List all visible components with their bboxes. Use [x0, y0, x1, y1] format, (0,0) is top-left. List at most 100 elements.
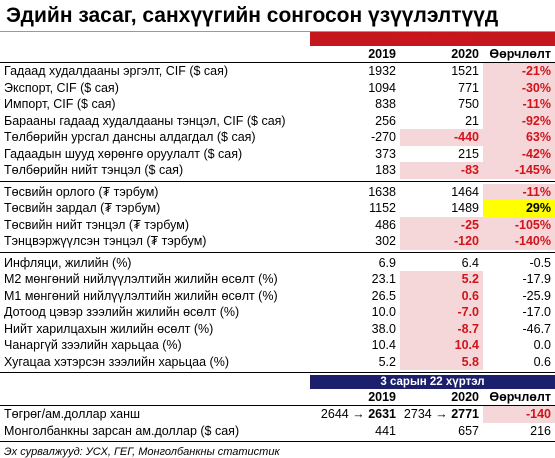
table-cell: 10.0 [310, 304, 400, 321]
table-cell: 215 [400, 146, 483, 163]
table-cell: 2734 → 2771 [400, 406, 483, 423]
cell-value: -440 [453, 130, 479, 144]
row-group: Төсвийн орлого (₮ тэрбум) 1638 1464 -11% Төс… [0, 183, 555, 253]
column-header-text: 2020 [451, 47, 479, 61]
cell-value: 256 [375, 113, 396, 128]
table-cell: 1094 [310, 80, 400, 97]
value-from: 2734 [403, 407, 432, 421]
table-cell: -7.0 [400, 304, 483, 321]
table-row: Төгрөг/ам.доллар ханш 2644 → 2631 2734 → 2… [0, 406, 555, 423]
table-cell: -11% [483, 96, 555, 113]
cell-value: 10.4 [371, 338, 396, 352]
column-header-text: 2019 [368, 390, 396, 404]
row-label: Хугацаа хэтэрсэн зээлийн харьцаа (%) [4, 354, 229, 369]
row-group: Инфляци, жилийн (%) 6.9 6.4 -0.5 М2 мөнгөний… [0, 255, 555, 373]
arrow: → [431, 407, 452, 421]
row-label: Төсвийн нийт тэнцэл (₮ тэрбум) [4, 217, 189, 232]
table-row: Экспорт, CIF ($ сая) 1094 771 -30% [0, 79, 555, 97]
cell-value: -83 [460, 163, 479, 177]
cell-value: 26.5 [371, 288, 396, 303]
table-cell: 1464 [400, 184, 483, 201]
table-row: Төсвийн орлого (₮ тэрбум) 1638 1464 -11% [0, 183, 555, 201]
cell-value: 10.4 [454, 338, 479, 352]
row-label: Төлбөрийн урсгал дансны алдагдал ($ сая) [4, 130, 256, 144]
table-cell: 256 [310, 113, 400, 130]
table-row: Хугацаа хэтэрсэн зээлийн харьцаа (%) 5.2 5… [0, 353, 555, 371]
cell-value: 183 [375, 163, 396, 177]
table-cell: 6.9 [310, 255, 400, 272]
row-group: Төгрөг/ам.доллар ханш 2644 → 2631 2734 → 2… [0, 406, 555, 442]
cell-value: -30% [521, 80, 551, 95]
column-header: Өөрчлөлт [483, 46, 555, 62]
table-row: Барааны гадаад худалдааны тэнцэл, CIF ($… [0, 112, 555, 130]
table-cell: 750 [400, 96, 483, 113]
cell-value: -120 [453, 234, 479, 248]
table-cell: 2644 → 2631 [310, 406, 400, 423]
cell-value: -25 [460, 217, 479, 232]
row-label: Төсвийн зардал (₮ тэрбум) [4, 201, 161, 215]
cell-value: -25.9 [522, 288, 552, 303]
cell-value: -92% [521, 113, 551, 128]
table-cell: 6.4 [400, 255, 483, 272]
row-label: Барааны гадаад худалдааны тэнцэл, CIF ($… [4, 113, 286, 128]
table-cell: 1638 [310, 184, 400, 201]
table-cell: -11% [483, 183, 555, 200]
table-cell: -140 [483, 406, 555, 423]
row-label: Импорт, CIF ($ сая) [4, 97, 116, 111]
cell-value: 0.6 [533, 354, 551, 369]
cell-value: -8.7 [457, 321, 479, 336]
header-spacer [0, 389, 310, 405]
table-cell: 63% [483, 129, 555, 146]
cell-value: 1464 [451, 184, 479, 199]
cell-value: 0.0 [533, 338, 551, 352]
cell-value: 771 [458, 80, 479, 95]
table-cell: 26.5 [310, 288, 400, 305]
table-cell: 5.2 [310, 354, 400, 371]
table-cell: 838 [310, 96, 400, 113]
table-row: М2 мөнгөний нийлүүлэлтийн жилийн өсөлт (… [0, 271, 555, 288]
cell-value: 1489 [451, 201, 479, 215]
cell-value: 63% [525, 130, 551, 144]
table-row: Төлбөрийн урсгал дансны алдагдал ($ сая)… [0, 129, 555, 146]
table-row: Инфляци, жилийн (%) 6.9 6.4 -0.5 [0, 255, 555, 272]
cell-value: 29% [525, 201, 551, 215]
row-label: Төлбөрийн нийт тэнцэл ($ сая) [4, 163, 184, 177]
row-label: Экспорт, CIF ($ сая) [4, 80, 119, 95]
table-cell: 441 [310, 423, 400, 440]
table-cell: -270 [310, 129, 400, 146]
column-header: Өөрчлөлт [483, 389, 555, 405]
cell-value: -7.0 [457, 305, 479, 319]
value-from: 2644 [320, 407, 349, 421]
table-cell: 23.1 [310, 271, 400, 288]
cell-value: 2734 → 2771 [404, 406, 479, 423]
cell-value: 216 [530, 423, 551, 438]
table-row: Төсвийн нийт тэнцэл (₮ тэрбум) 486 -25 -105… [0, 216, 555, 234]
row-label: Тэнцвэржүүлсэн тэнцэл (₮ тэрбум) [4, 234, 207, 248]
row-label: Чанаргүй зээлийн харьцаа (%) [4, 338, 182, 352]
arrow: → [348, 407, 369, 421]
cell-value: 486 [375, 217, 396, 232]
row-label: Нийт харилцахын жилийн өсөлт (%) [4, 321, 214, 336]
row-label: М2 мөнгөний нийлүүлэлтийн жилийн өсөлт (… [4, 272, 278, 286]
column-header-text: Өөрчлөлт [489, 390, 551, 404]
cell-value: 215 [458, 146, 479, 161]
table-cell: 771 [400, 80, 483, 97]
section-band: Эхний 2 сард [310, 32, 555, 46]
table-cell: -145% [483, 162, 555, 179]
table-cell: 10.4 [400, 337, 483, 354]
table-cell: -8.7 [400, 320, 483, 337]
table-cell: 1152 [310, 200, 400, 217]
table-cell: -17.9 [483, 271, 555, 288]
table-cell: -440 [400, 129, 483, 146]
table-row: Гадаадын шууд хөрөнгө оруулалт ($ сая) 37… [0, 145, 555, 163]
table-cell: 183 [310, 162, 400, 179]
cell-value: 1932 [368, 64, 396, 78]
table-cell: -92% [483, 112, 555, 129]
table-cell: 486 [310, 217, 400, 234]
column-header-text: Өөрчлөлт [489, 47, 551, 61]
section-band: 3 сарын 22 хүртэл [310, 375, 555, 389]
row-label: Төгрөг/ам.доллар ханш [4, 407, 141, 421]
cell-value: 1521 [451, 64, 479, 78]
table-cell: -25 [400, 216, 483, 233]
table-cell: -105% [483, 216, 555, 233]
